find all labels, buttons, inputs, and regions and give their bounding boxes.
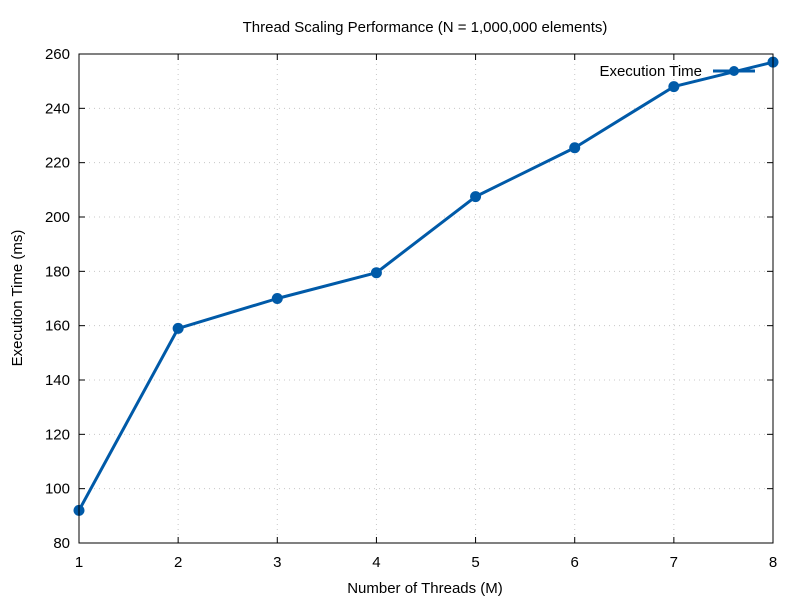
x-tick-label: 6 <box>571 554 579 571</box>
x-tick-label: 5 <box>471 554 479 571</box>
data-point <box>569 142 581 154</box>
x-axis-label: Number of Threads (M) <box>347 580 503 597</box>
y-tick-label: 160 <box>45 318 70 335</box>
y-tick-label: 180 <box>45 263 70 280</box>
y-tick-label: 220 <box>45 155 70 172</box>
legend-marker-sample <box>729 66 739 76</box>
y-tick-label: 100 <box>45 481 70 498</box>
data-point <box>370 267 382 279</box>
y-tick-label: 260 <box>45 46 70 63</box>
y-tick-label: 140 <box>45 372 70 389</box>
x-tick-label: 4 <box>372 554 380 571</box>
grid <box>79 54 773 543</box>
x-tick-label: 8 <box>769 554 777 571</box>
y-tick-label: 200 <box>45 209 70 226</box>
legend-label: Execution Time <box>599 63 702 80</box>
data-point <box>271 293 283 304</box>
y-axis-label: Execution Time (ms) <box>9 230 26 367</box>
legend: Execution Time <box>599 63 755 80</box>
ticks: 80 100 120 140 160 180 200 220 240 260 1 2 3 4 5 6 7 8 <box>45 46 777 571</box>
x-tick-label: 3 <box>273 554 281 571</box>
series-layer <box>73 56 779 516</box>
data-point <box>470 191 482 203</box>
series-line <box>77 60 774 512</box>
data-point <box>668 81 680 93</box>
plot-frame <box>78 53 774 544</box>
x-tick-label: 7 <box>670 554 678 571</box>
y-tick-label: 120 <box>45 426 70 443</box>
y-tick-label: 80 <box>53 535 70 552</box>
y-tick-label: 240 <box>45 100 70 117</box>
data-point <box>172 322 184 334</box>
chart-title: Thread Scaling Performance (N = 1,000,00… <box>243 19 608 36</box>
x-tick-label: 1 <box>75 554 83 571</box>
x-tick-label: 2 <box>174 554 182 571</box>
